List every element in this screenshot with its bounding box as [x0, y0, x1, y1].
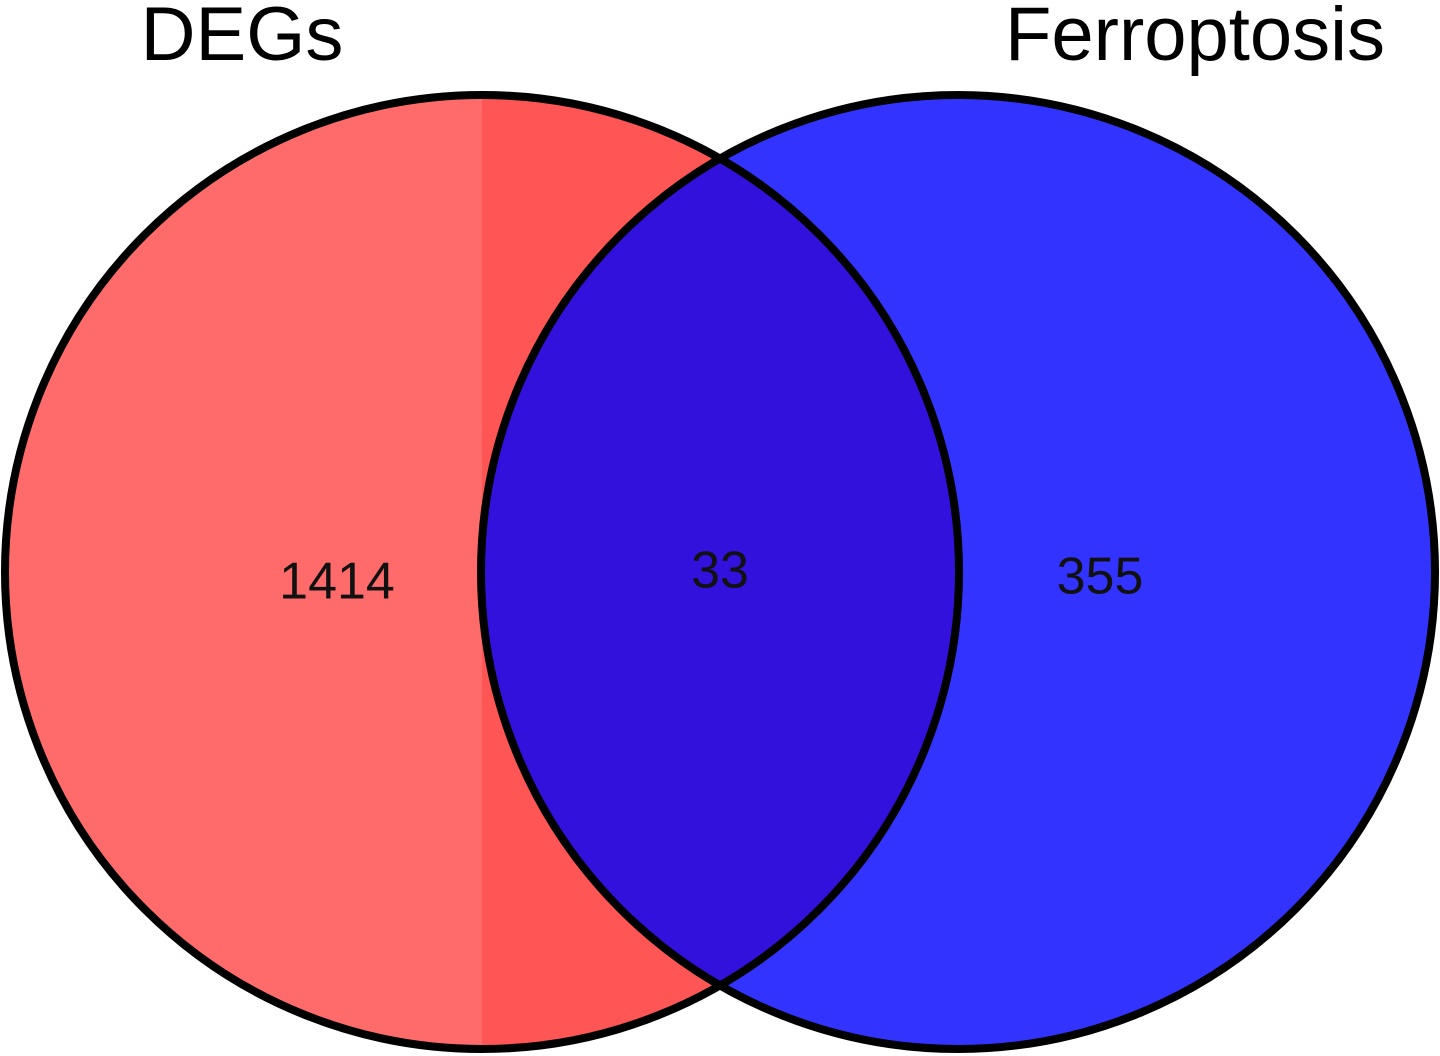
set-outline — [1, 91, 963, 1053]
set-outline — [477, 91, 1439, 1053]
region-count: 355 — [1057, 548, 1144, 606]
venn-region — [480, 158, 960, 986]
region-count: 1414 — [279, 553, 395, 611]
set-label: DEGs — [141, 0, 344, 77]
labels: 1414 33 355 — [279, 542, 1143, 611]
set-label: Ferroptosis — [1005, 0, 1385, 77]
region-count: 33 — [691, 542, 749, 600]
